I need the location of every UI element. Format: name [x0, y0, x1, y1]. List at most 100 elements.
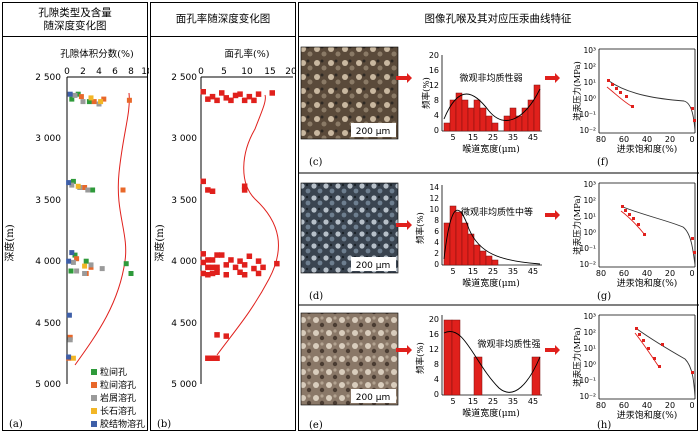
x-tick: 4	[96, 67, 102, 77]
arrow-right-icon	[396, 345, 412, 355]
data-point	[209, 355, 216, 361]
y-tick: 3 500	[171, 196, 197, 206]
data-point	[126, 97, 132, 103]
panel-label: (g)	[597, 291, 611, 302]
panel-c-title: 图像孔喉及其对应压汞曲线特征	[424, 13, 572, 25]
data-point	[67, 337, 73, 343]
data-point	[88, 262, 94, 268]
hist-fit-curve	[443, 88, 541, 121]
y-tick: 14	[429, 183, 439, 192]
data-point	[209, 257, 216, 263]
cap-y-ticks: 10³ 10² 10¹ 10⁰ 10⁻¹ 10⁻²	[579, 180, 596, 269]
x-tick: 25	[488, 133, 498, 142]
cap-point	[638, 333, 641, 336]
cap-withdrawal-curve	[606, 86, 634, 108]
x-tick: 15	[264, 67, 275, 77]
legend-label: 胶结物溶孔	[100, 418, 145, 430]
panel-b-y-ticks: 2 500 3 000 3 500 4 000 4 500 5 000	[171, 73, 197, 390]
hist-bar	[451, 319, 461, 396]
panel-b-x-title: 面孔率(%)	[225, 48, 270, 60]
panel-a-title-line2: 随深度变化图	[43, 19, 107, 32]
x-tick: 15	[468, 267, 478, 276]
data-point	[260, 264, 266, 271]
data-point	[83, 258, 89, 264]
hist-bar	[485, 255, 493, 266]
y-tick: 4	[434, 111, 439, 120]
x-tick: 25	[488, 397, 498, 406]
y-tick: 3 000	[35, 134, 61, 144]
cap-point	[691, 371, 694, 374]
panel-a-title-line1: 孔隙类型及含量	[38, 6, 112, 19]
data-point	[98, 99, 104, 105]
hist-bar	[467, 107, 475, 132]
hist-bar	[491, 259, 499, 266]
cap-x-label: 进汞饱和度(%)	[617, 277, 678, 289]
panel-a-x-ticks: 0 2 4 6 8 10	[64, 67, 149, 77]
cap-points	[635, 327, 694, 374]
data-point	[66, 312, 72, 318]
data-point	[82, 271, 88, 276]
y-tick: 4	[434, 375, 439, 384]
hist-bar	[491, 122, 499, 132]
cap-point	[611, 83, 614, 86]
panel-b-header: 面孔率随深度变化图	[151, 3, 295, 37]
y-tick: 10⁻²	[579, 126, 596, 135]
data-point	[205, 257, 211, 263]
x-tick: 15	[468, 133, 478, 142]
hist-bar	[533, 84, 541, 132]
x-tick: 0	[689, 401, 694, 410]
hist-bar	[531, 356, 541, 396]
panel-b-y-label: 深度(m)	[153, 224, 166, 261]
y-tick: 8	[434, 360, 439, 369]
y-tick: 12	[429, 81, 439, 90]
heterogeneity-note: 微观非均质性强	[477, 338, 540, 350]
panel-b-title: 面孔率随深度变化图	[175, 13, 271, 25]
y-tick: 20	[429, 51, 439, 60]
cap-point	[693, 251, 696, 254]
x-tick: 8	[128, 67, 134, 77]
y-tick: 10⁰	[583, 360, 596, 369]
data-point	[80, 99, 86, 105]
panel-b-trend-curve	[216, 94, 279, 356]
y-tick: 10³	[583, 312, 596, 321]
hist-y-ticks: 0 4 8 12 16 20	[429, 315, 439, 399]
cap-point	[643, 233, 646, 236]
data-point	[75, 183, 81, 189]
hist-bar	[455, 211, 463, 266]
cap-point	[647, 347, 650, 350]
x-tick: 10	[241, 67, 253, 77]
y-tick: 2	[434, 249, 439, 258]
legend-swatch	[91, 382, 97, 388]
data-point	[70, 355, 76, 361]
scale-bar-label: 200 μm	[356, 261, 391, 271]
data-point	[99, 266, 105, 272]
data-point	[200, 259, 206, 266]
x-tick: 0	[64, 67, 70, 77]
y-tick: 0	[434, 260, 439, 269]
cap-intrusion-curve	[636, 328, 696, 398]
panel-label: (f)	[597, 157, 609, 168]
cap-point	[625, 95, 628, 98]
x-tick: 40	[642, 269, 652, 278]
x-tick: 10	[141, 67, 149, 77]
data-point	[91, 99, 97, 105]
panel-a-y-label: 深度(m)	[3, 224, 16, 261]
x-tick: 6	[112, 67, 118, 77]
data-point	[66, 180, 72, 186]
panel-b-plot: 面孔率(%) 0 5 10 15 20 2 500 3 000 3 500 4 …	[153, 48, 297, 430]
data-point	[223, 272, 229, 278]
legend-swatch	[91, 408, 97, 414]
row-2: 200 μm 频率(%) 0 2 4 6 8 10 12 14	[300, 180, 696, 302]
y-tick: 10⁻¹	[579, 244, 596, 253]
panel-a-marks	[66, 91, 134, 361]
data-point	[214, 97, 220, 104]
x-tick: 80	[596, 135, 606, 144]
data-point	[251, 97, 257, 104]
y-tick: 8	[434, 216, 439, 225]
row-1: 200 μm 频率(%) 0 4 8 12 16 20	[300, 46, 696, 168]
data-point	[214, 269, 220, 275]
x-tick: 40	[642, 401, 652, 410]
y-tick: 5 000	[35, 380, 61, 390]
data-point	[223, 262, 229, 268]
scale-bar-label: 200 μm	[356, 393, 391, 403]
